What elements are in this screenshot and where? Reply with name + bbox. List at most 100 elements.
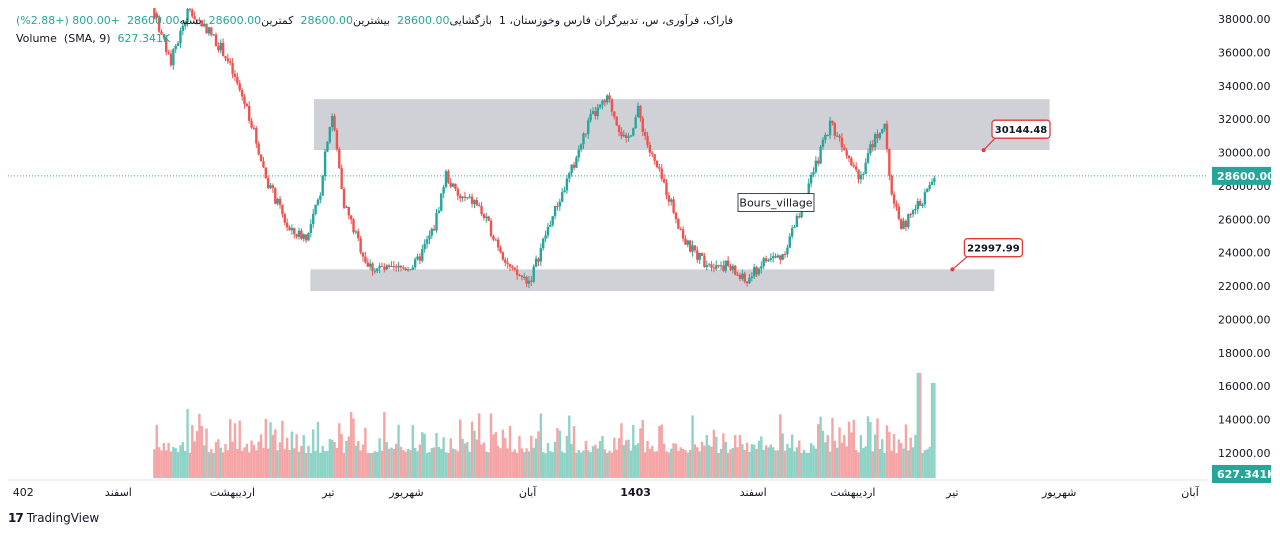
volume-bar [762,449,765,478]
candle-body [833,123,837,136]
candle-body [603,100,607,103]
high-label: بیشترین [353,14,391,27]
candle-body [707,264,711,266]
candle-body [620,131,623,137]
callout-box [963,238,1024,258]
volume-bar [155,424,158,478]
volume-bar [793,451,796,478]
volume-bar [705,435,708,478]
candle-body [366,262,369,267]
candle-body [793,226,796,229]
volume-bar [788,448,791,478]
volume-bar [217,439,220,478]
candle-body [523,276,526,278]
candle-body [930,181,934,185]
candle-body [276,198,279,204]
volume-bar [207,452,211,478]
volume-bar [653,451,656,478]
callout-label: 30144.48 [995,125,1048,136]
candle-body [734,265,737,275]
candle-body [229,61,232,63]
time-tick-label: تیر [321,486,334,499]
candle-body [477,205,481,207]
candle-body [404,268,407,271]
candle-body [753,267,756,277]
volume-bar [809,443,813,478]
volume-bar [577,449,580,478]
candle-body [845,150,848,156]
candle-body [323,151,327,177]
candle-body [800,208,803,218]
volume-bar [724,441,727,478]
volume-bar [622,445,626,478]
candle-body [824,134,827,140]
candle-body [454,183,457,189]
volume-bar [670,448,673,478]
candle-body [726,260,730,267]
volume-bar [165,450,168,478]
volume-bar [496,445,500,478]
candle-body [629,135,633,137]
time-tick-label: آبان [1181,485,1199,499]
candle-body [243,96,246,104]
volume-bar [504,438,507,478]
candle-body [719,265,723,267]
volume-bar [873,434,877,478]
candle-body [854,166,858,170]
volume-bar [475,439,479,478]
candle-body [193,16,196,20]
candle-body [835,135,839,137]
volume-bar [283,449,286,478]
candle-body [383,267,386,270]
candle-body [764,258,768,262]
candle-body [373,270,377,272]
candle-body [549,225,552,227]
candle-body [392,266,396,268]
volume-bar [494,432,497,478]
volume-bar [923,450,927,478]
volume-bar [845,446,848,478]
candle-body [722,265,725,271]
volume-bar [895,452,898,478]
volume-bar [371,452,374,478]
candle-body [214,34,218,47]
volume-bar [226,450,230,478]
volume-bar [648,448,652,478]
candle-body [238,83,241,91]
candle-body [281,204,284,215]
volume-bar [319,452,322,478]
candle-body [309,224,313,233]
volume-bar [176,451,180,478]
volume-bar [871,451,874,478]
volume-bar [520,448,524,478]
volume-bar [918,372,922,478]
candle-body [591,111,595,114]
volume-bar [909,437,912,478]
volume-bar [366,452,369,478]
volume-bar [413,447,417,478]
candle-body [537,258,540,262]
volume-bar [534,438,538,478]
time-tick-label: 1403 [620,486,651,499]
candle-body [319,195,322,200]
tradingview-logo[interactable]: 17 TradingView [8,511,99,525]
volume-bar [928,446,931,478]
candle-body [598,104,602,108]
candle-body [532,266,535,282]
volume-bar [345,440,348,478]
candle-body [342,188,346,208]
price-tick-label: 24000.00 [1218,247,1271,260]
candle-body [285,222,289,228]
volume-bar [641,420,644,478]
volume-bar [639,428,642,478]
candle-body [831,120,834,124]
candle-body [553,205,557,217]
volume-bar [790,434,794,478]
candle-body [340,168,343,189]
volume-bar [902,448,905,478]
volume-bar [769,444,773,478]
close-value: 28600.00 [126,14,180,27]
candle-body [447,171,450,183]
candle-body [314,204,317,214]
